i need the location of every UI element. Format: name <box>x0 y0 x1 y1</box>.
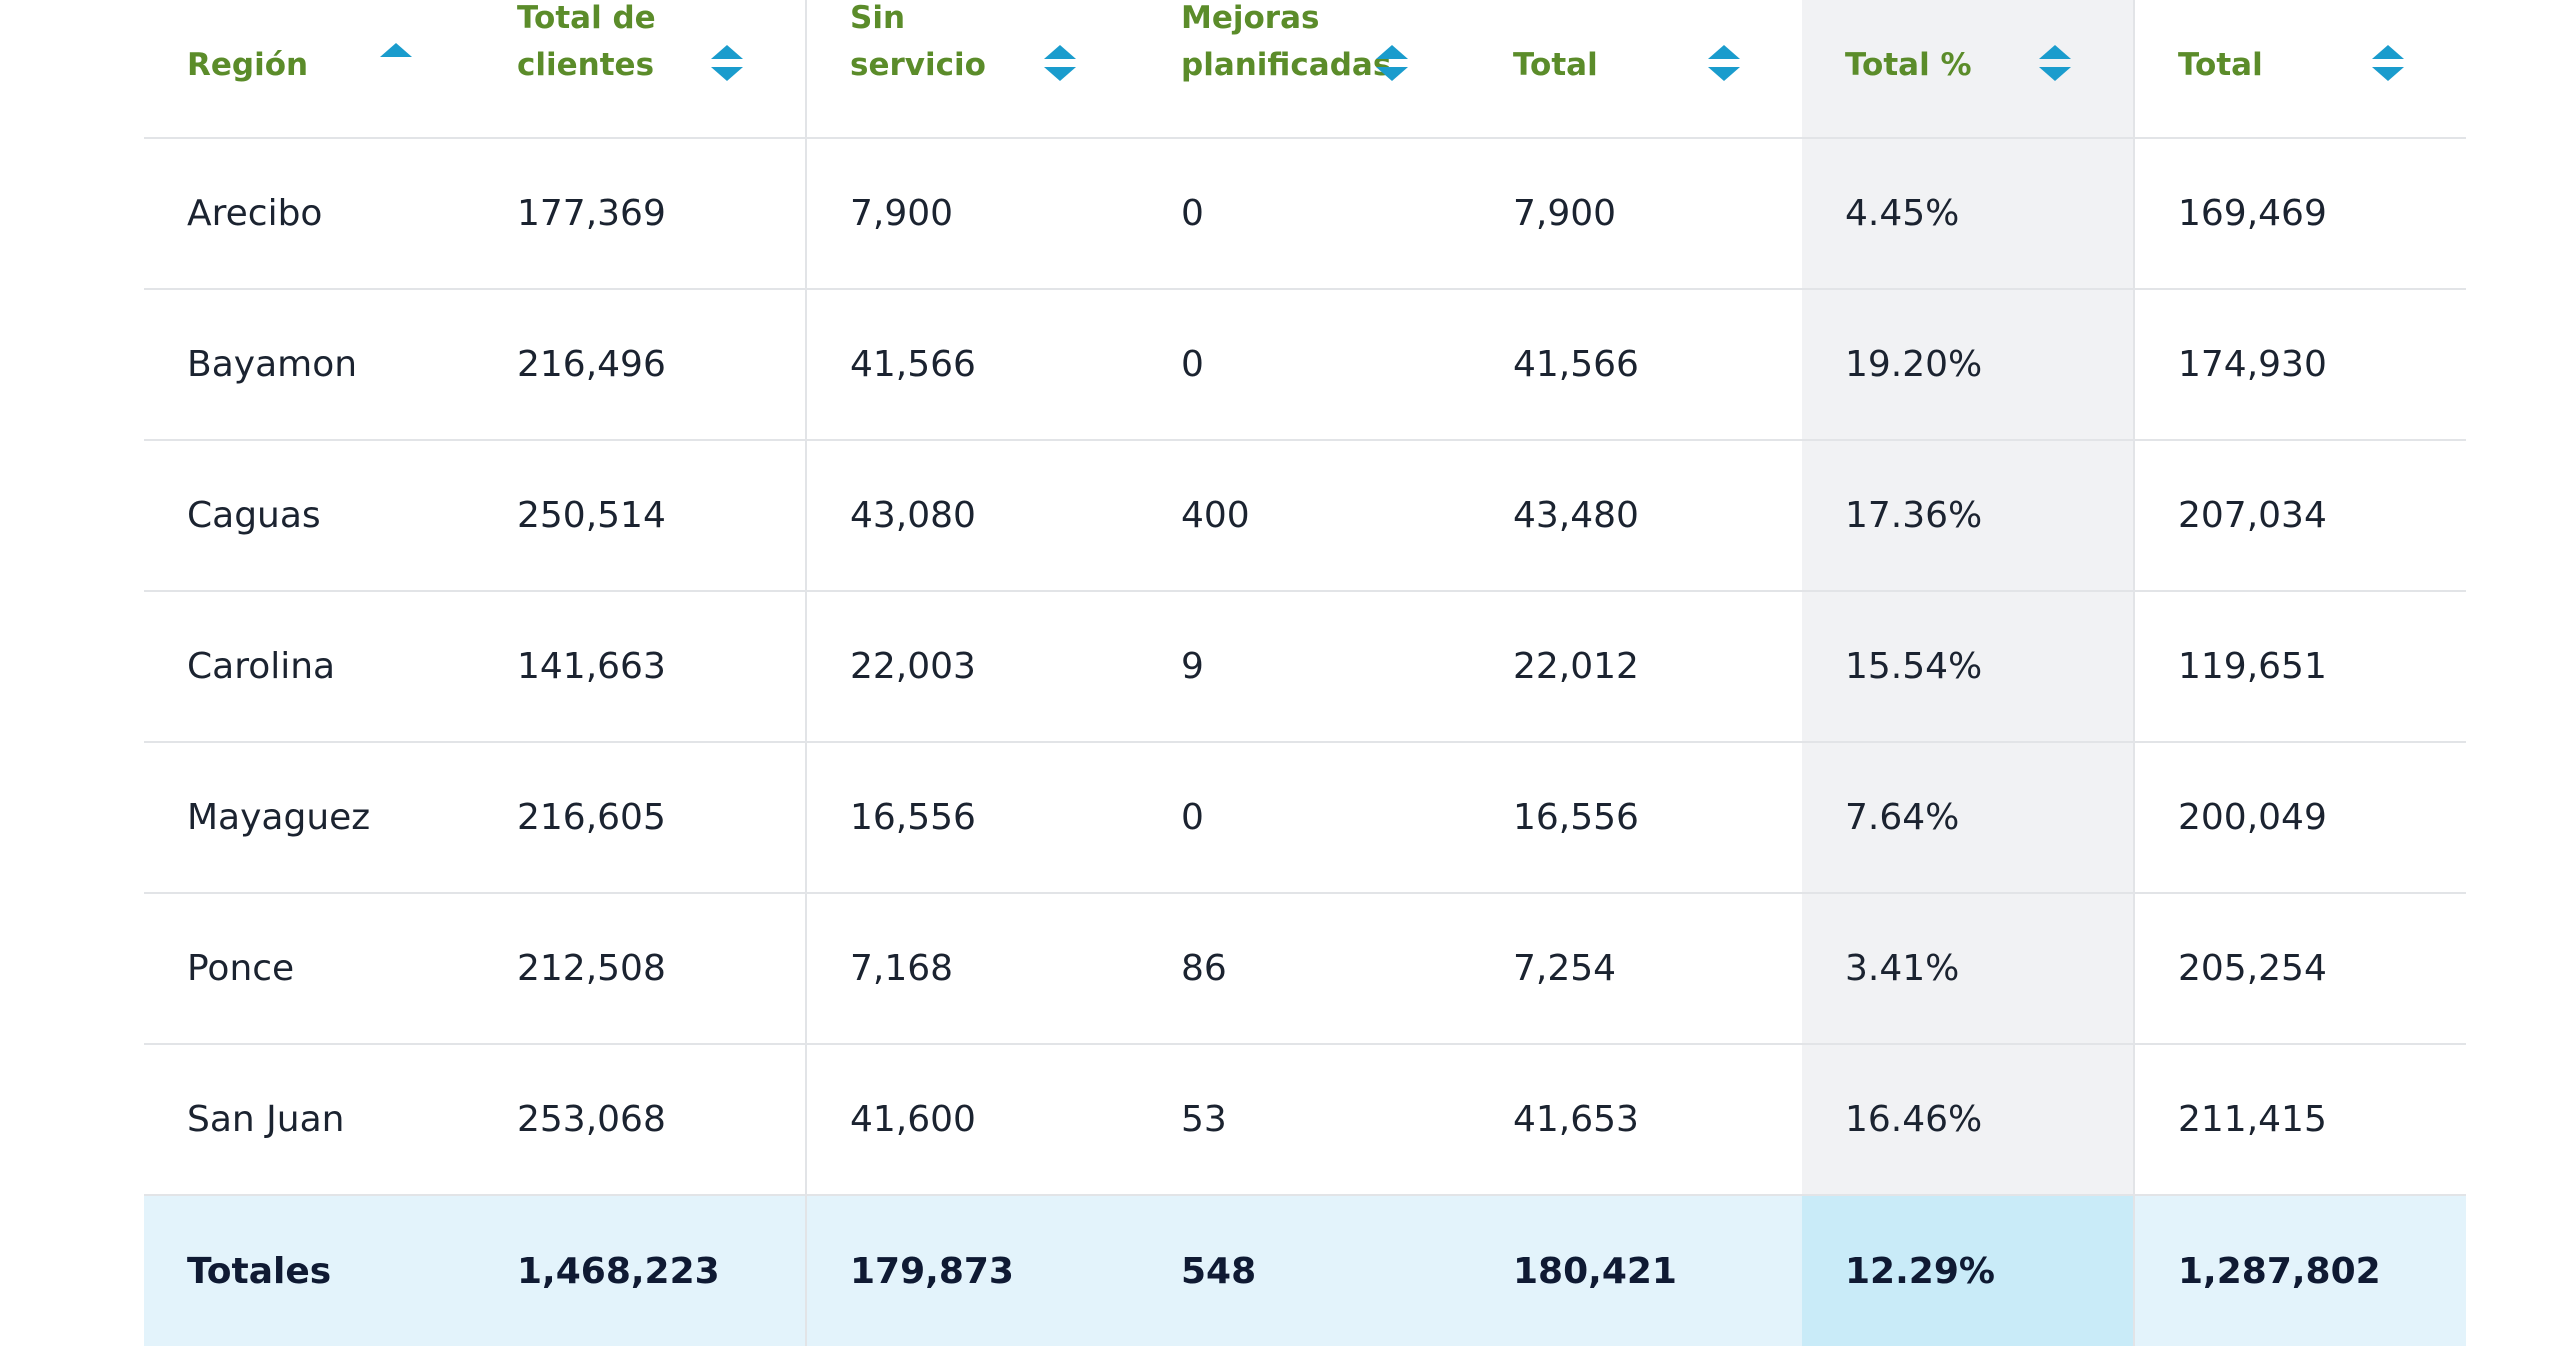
column-header-total-percent[interactable]: Total % <box>1802 0 2134 139</box>
cell-mejoras: 0 <box>1138 289 1470 441</box>
cell-total-clientes: 216,496 <box>474 289 806 441</box>
cell-total-percent: 7.64% <box>1802 742 2134 894</box>
table-row: Carolina 141,663 22,003 9 22,012 15.54% … <box>144 591 2466 743</box>
cell-total-percent: 19.20% <box>1802 289 2134 441</box>
column-header-label: Total <box>1513 47 1598 83</box>
column-header-label: Total <box>2178 47 2263 83</box>
cell-total: 7,900 <box>1470 138 1802 290</box>
cell-sin-servicio: 22,003 <box>805 591 1138 743</box>
cell-sin-servicio: 43,080 <box>805 440 1138 592</box>
column-header-label: Mejoras planificadas <box>1181 0 1392 83</box>
table-row: Arecibo 177,369 7,900 0 7,900 4.45% 169,… <box>144 138 2466 290</box>
cell-total-served: 119,651 <box>2133 591 2466 743</box>
cell-totals-percent: 12.29% <box>1802 1195 2134 1346</box>
cell-mejoras: 53 <box>1138 1044 1470 1196</box>
cell-totals-clientes: 1,468,223 <box>474 1195 806 1346</box>
cell-totals-total: 180,421 <box>1470 1195 1802 1346</box>
cell-total: 22,012 <box>1470 591 1802 743</box>
column-header-mejoras-planificadas[interactable]: Mejoras planificadas <box>1138 0 1470 139</box>
table-header-row: Región Total de clientes <box>144 0 2466 139</box>
column-header-total-served[interactable]: Total <box>2133 0 2466 139</box>
outage-table-container: Región Total de clientes <box>144 0 2466 1346</box>
cell-total-served: 211,415 <box>2133 1044 2466 1196</box>
cell-region: Ponce <box>144 893 474 1045</box>
cell-mejoras: 0 <box>1138 138 1470 290</box>
column-header-label: Sin servicio <box>850 0 986 83</box>
cell-total-percent: 15.54% <box>1802 591 2134 743</box>
cell-region: Mayaguez <box>144 742 474 894</box>
cell-total-clientes: 141,663 <box>474 591 806 743</box>
column-header-total[interactable]: Total <box>1470 0 1802 139</box>
cell-total-served: 174,930 <box>2133 289 2466 441</box>
column-header-label: Total de clientes <box>517 0 656 83</box>
cell-total: 7,254 <box>1470 893 1802 1045</box>
cell-total-served: 205,254 <box>2133 893 2466 1045</box>
table-row: San Juan 253,068 41,600 53 41,653 16.46%… <box>144 1044 2466 1196</box>
cell-region: Carolina <box>144 591 474 743</box>
cell-total-served: 169,469 <box>2133 138 2466 290</box>
table-body: Arecibo 177,369 7,900 0 7,900 4.45% 169,… <box>144 138 2466 1346</box>
cell-total: 41,566 <box>1470 289 1802 441</box>
cell-total-percent: 17.36% <box>1802 440 2134 592</box>
cell-sin-servicio: 16,556 <box>805 742 1138 894</box>
cell-total-clientes: 216,605 <box>474 742 806 894</box>
cell-sin-servicio: 41,600 <box>805 1044 1138 1196</box>
table-row: Caguas 250,514 43,080 400 43,480 17.36% … <box>144 440 2466 592</box>
cell-total-served: 200,049 <box>2133 742 2466 894</box>
cell-region: Arecibo <box>144 138 474 290</box>
column-header-region[interactable]: Región <box>144 0 474 139</box>
column-header-sin-servicio[interactable]: Sin servicio <box>805 0 1138 139</box>
column-header-total-clientes[interactable]: Total de clientes <box>474 0 806 139</box>
cell-total: 43,480 <box>1470 440 1802 592</box>
sort-icon[interactable] <box>709 42 745 84</box>
cell-mejoras: 400 <box>1138 440 1470 592</box>
cell-sin-servicio: 7,900 <box>805 138 1138 290</box>
sort-icon[interactable] <box>2370 42 2406 84</box>
table-row: Bayamon 216,496 41,566 0 41,566 19.20% 1… <box>144 289 2466 441</box>
cell-sin-servicio: 41,566 <box>805 289 1138 441</box>
sort-up-icon[interactable] <box>378 41 414 59</box>
cell-total-percent: 4.45% <box>1802 138 2134 290</box>
cell-total-clientes: 212,508 <box>474 893 806 1045</box>
table-row: Mayaguez 216,605 16,556 0 16,556 7.64% 2… <box>144 742 2466 894</box>
cell-mejoras: 0 <box>1138 742 1470 894</box>
cell-totals-served: 1,287,802 <box>2133 1195 2466 1346</box>
cell-total-percent: 3.41% <box>1802 893 2134 1045</box>
cell-totals-label: Totales <box>144 1195 474 1346</box>
cell-total-clientes: 250,514 <box>474 440 806 592</box>
table-row: Ponce 212,508 7,168 86 7,254 3.41% 205,2… <box>144 893 2466 1045</box>
sort-icon[interactable] <box>1374 42 1410 84</box>
cell-total-clientes: 253,068 <box>474 1044 806 1196</box>
sort-icon[interactable] <box>1042 42 1078 84</box>
sort-icon[interactable] <box>1706 42 1742 84</box>
cell-total-clientes: 177,369 <box>474 138 806 290</box>
cell-total: 41,653 <box>1470 1044 1802 1196</box>
cell-total: 16,556 <box>1470 742 1802 894</box>
cell-region: Bayamon <box>144 289 474 441</box>
cell-region: San Juan <box>144 1044 474 1196</box>
sort-icon[interactable] <box>2037 42 2073 84</box>
totals-row: Totales 1,468,223 179,873 548 180,421 12… <box>144 1195 2466 1346</box>
cell-region: Caguas <box>144 440 474 592</box>
column-header-label: Región <box>187 47 309 83</box>
cell-totals-mejoras: 548 <box>1138 1195 1470 1346</box>
cell-totals-sin-servicio: 179,873 <box>805 1195 1138 1346</box>
outage-table: Región Total de clientes <box>144 0 2466 1346</box>
cell-sin-servicio: 7,168 <box>805 893 1138 1045</box>
cell-mejoras: 86 <box>1138 893 1470 1045</box>
cell-total-served: 207,034 <box>2133 440 2466 592</box>
cell-mejoras: 9 <box>1138 591 1470 743</box>
column-header-label: Total % <box>1845 47 1972 83</box>
cell-total-percent: 16.46% <box>1802 1044 2134 1196</box>
